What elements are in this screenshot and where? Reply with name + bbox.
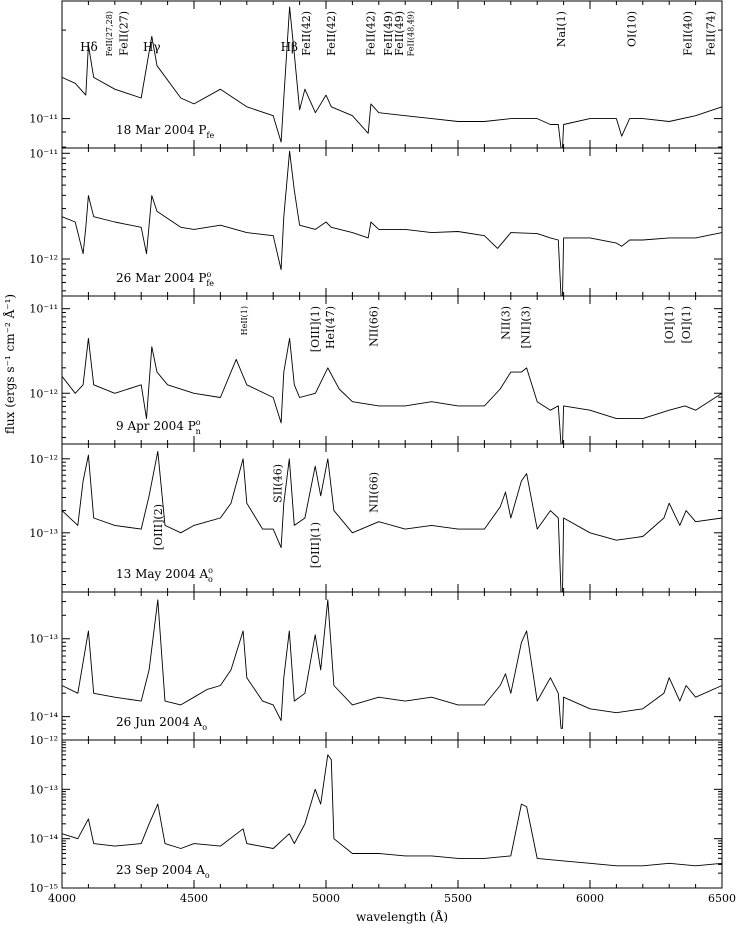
line-id-label: NII(66) [368, 306, 381, 347]
y-tick-label: 10⁻¹³ [29, 633, 58, 646]
x-tick-label: 4000 [48, 892, 76, 905]
line-id-label: [OIII](1) [309, 306, 322, 352]
y-tick-label: 10⁻¹² [29, 253, 58, 266]
line-id-label: FeII(42) [300, 11, 313, 56]
y-tick-label: 10⁻¹¹ [29, 147, 58, 160]
spectrum-line [61, 150, 723, 297]
x-axis-label: wavelength (Å) [356, 909, 448, 924]
y-tick-label: 10⁻¹¹ [29, 113, 58, 126]
spectrum-line [61, 450, 723, 593]
line-id-label: FeII(40) [682, 11, 695, 56]
panel-5: 10⁻¹³ 10⁻¹⁴ 26 Jun 2004 Ao [29, 591, 723, 741]
line-id-label: NII(3) [499, 306, 512, 340]
spectrum-line [61, 754, 723, 867]
y-tick-label: 10⁻¹³ [29, 527, 58, 540]
line-id-label: HeII(1) [240, 306, 249, 335]
panel-2: 10⁻¹¹ 10⁻¹² 26 Mar 2004 Po fe [29, 147, 723, 297]
spectrum-line [61, 599, 723, 729]
line-id-label: Hδ [80, 40, 98, 54]
y-axis-label: flux (ergs s⁻¹ cm⁻² Å⁻¹) [2, 294, 17, 434]
panel-date-label: 13 May 2004 Ao o [116, 566, 213, 584]
line-id-label: NII(66) [368, 472, 381, 513]
line-id-label: Hγ [143, 40, 161, 54]
line-id-label: SII(46) [271, 464, 284, 503]
panel-1: 10⁻¹¹ 18 Mar 2004 Pfe Hδ FeII(27,28) FeII(27… [29, 0, 723, 149]
x-tick-label: 6000 [576, 892, 604, 905]
y-tick-label: 10⁻¹⁴ [29, 833, 58, 846]
y-tick-label: 10⁻¹⁴ [29, 711, 58, 724]
line-id-label: [OI](1) [663, 306, 676, 344]
spectrum-line [61, 337, 723, 445]
line-id-label: [OI](1) [680, 306, 693, 344]
line-id-label: FeII(49) [382, 11, 395, 56]
x-tick-label: 6500 [708, 892, 736, 905]
panel-6: 10⁻¹² 10⁻¹³ 10⁻¹⁴ 10⁻¹⁵ 23 Sep 2004 Ao [29, 734, 723, 895]
line-id-label: [NII](3) [519, 306, 532, 348]
line-id-label: FeII(74) [704, 11, 717, 56]
panel-date-label: 9 Apr 2004 Po n [116, 418, 201, 436]
line-id-label: FeII(42) [325, 11, 338, 56]
panel-date-label: 26 Mar 2004 Po fe [116, 270, 214, 288]
panels-group: 10⁻¹¹ 18 Mar 2004 Pfe Hδ FeII(27,28) FeII(27… [29, 0, 723, 895]
line-id-label: Hβ [281, 40, 298, 54]
panel-4: 10⁻¹² 10⁻¹³ 13 May 2004 Ao o [OIII](2) SII(46… [29, 443, 723, 593]
y-tick-label: 10⁻¹² [29, 453, 58, 466]
line-id-label: [OIII](2) [152, 504, 165, 550]
y-tick-label: 10⁻¹² [29, 734, 58, 747]
panel-date-label: 18 Mar 2004 Pfe [116, 123, 214, 140]
y-tick-label: 10⁻¹³ [29, 783, 58, 796]
panel-date-label: 23 Sep 2004 Ao [116, 863, 210, 880]
y-tick-label: 10⁻¹⁵ [29, 882, 58, 895]
x-tick-label: 5500 [444, 892, 472, 905]
line-id-label: FeII(48,49) [406, 11, 415, 56]
line-id-label: FeII(49) [393, 11, 406, 56]
y-tick-label: 10⁻¹² [29, 387, 58, 400]
panel-date-label: 26 Jun 2004 Ao [116, 715, 207, 732]
panel-3: 10⁻¹¹ 10⁻¹² 9 Apr 2004 Po n HeII(1) [OIII](1)… [29, 295, 723, 445]
line-id-label: NaI(1) [555, 11, 568, 47]
spectrum-line [61, 6, 723, 149]
x-tick-label: 4500 [180, 892, 208, 905]
line-id-label: HeI(47) [324, 306, 337, 349]
line-id-label: FeII(27,28) [105, 11, 114, 56]
line-id-label: FeII(27) [118, 11, 131, 56]
line-id-label: FeII(42) [365, 11, 378, 56]
y-tick-label: 10⁻¹¹ [29, 303, 58, 316]
x-tick-label: 5000 [312, 892, 340, 905]
x-axis: 4000 4500 5000 5500 6000 6500 [48, 892, 736, 905]
line-id-label: OI(10) [626, 11, 639, 47]
panel-frame [61, 739, 723, 889]
line-id-label: [OIII](1) [309, 522, 322, 568]
